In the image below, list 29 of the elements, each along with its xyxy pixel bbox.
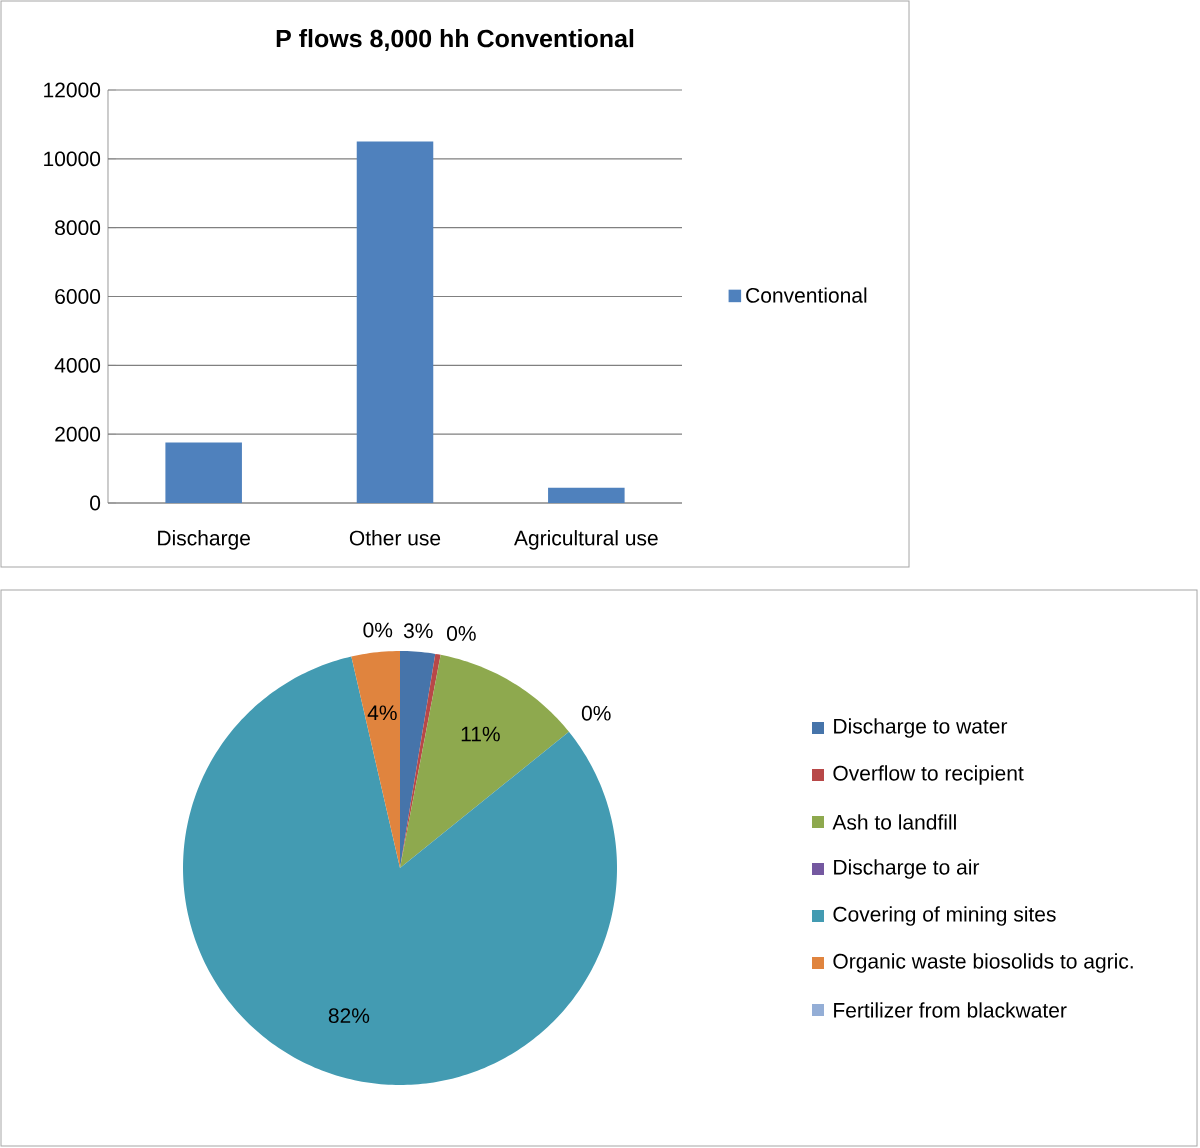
- bar: [548, 487, 625, 503]
- data-label: 0%: [447, 626, 476, 641]
- y-tick-label: 2000: [55, 426, 101, 442]
- bar: [356, 141, 434, 503]
- x-tick-label: Discharge: [158, 530, 250, 550]
- data-label: 4%: [367, 705, 397, 721]
- y-tick-label: 8000: [55, 220, 101, 236]
- y-tick-label: 4000: [54, 357, 101, 373]
- y-tick-label: 10000: [44, 151, 101, 167]
- y-tick-label: 0: [90, 495, 101, 511]
- chart-title: P flows 8,000 hh Conventional: [276, 28, 634, 51]
- data-label: 3%: [403, 623, 433, 639]
- y-tick-label: 6000: [55, 289, 101, 304]
- legend-label: Covering of mining sites: [833, 906, 1056, 926]
- legend-label: Ash to landfill: [832, 814, 956, 830]
- legend-label: Discharge to water: [834, 718, 1008, 738]
- data-label: 11%: [461, 726, 500, 742]
- bar: [165, 442, 242, 503]
- text: 0%: [363, 622, 393, 638]
- x-tick-label: Other use: [349, 530, 441, 546]
- legend-label: Discharge to air: [834, 859, 980, 879]
- y-tick-label: 12000: [44, 82, 101, 98]
- data-label: 82%: [328, 1008, 370, 1024]
- legend-label: Organic waste biosolids to agric.: [833, 953, 1133, 973]
- x-tick-label: Agricultural use: [514, 530, 658, 550]
- legend-label: Conventional: [746, 287, 867, 303]
- legend-label: Fertilizer from blackwater: [834, 1002, 1067, 1018]
- text: 0%: [581, 705, 611, 721]
- legend-label: Overflow to recipient: [833, 765, 1024, 785]
